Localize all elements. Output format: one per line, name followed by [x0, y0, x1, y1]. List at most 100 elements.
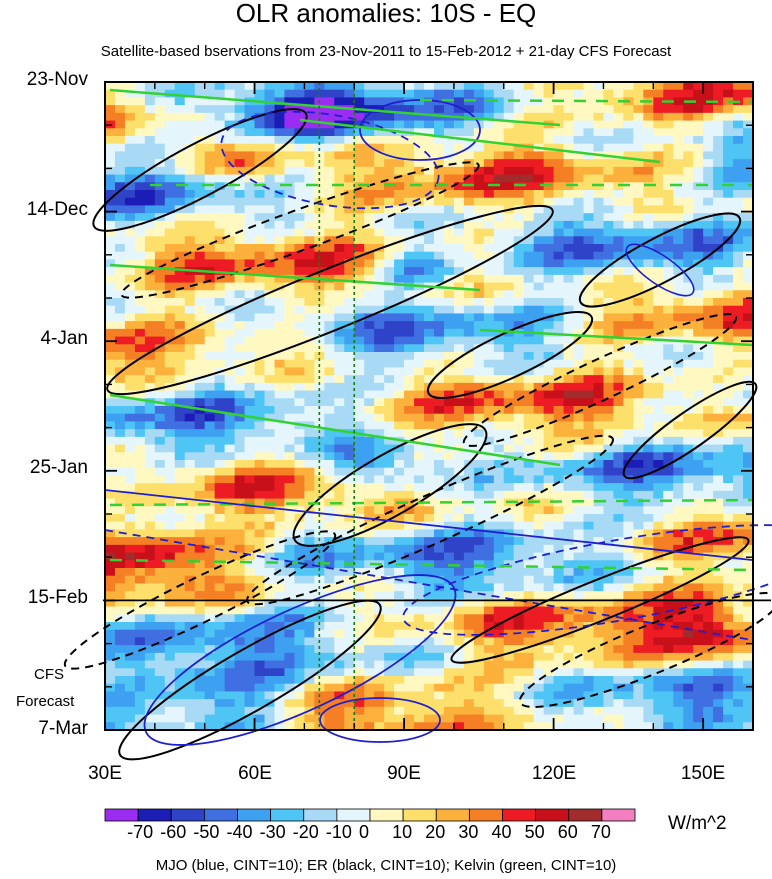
olr-cell — [364, 352, 375, 361]
olr-cell — [354, 359, 365, 369]
olr-cell — [503, 668, 515, 677]
olr-cell — [573, 529, 585, 538]
olr-cell — [563, 390, 575, 399]
olr-cell — [573, 282, 585, 291]
olr-cell — [224, 552, 236, 561]
olr-cell — [563, 660, 575, 669]
olr-cell — [364, 475, 375, 484]
olr-cell — [713, 367, 724, 376]
olr-cell — [134, 475, 146, 484]
olr-cell — [374, 490, 385, 500]
olr-cell — [324, 614, 335, 623]
olr-cell — [503, 436, 515, 446]
olr-cell — [513, 228, 525, 237]
olr-cell — [174, 336, 186, 345]
olr-cell — [623, 267, 634, 276]
olr-cell — [643, 498, 654, 507]
olr-cell — [563, 228, 575, 237]
olr-cell — [733, 637, 744, 646]
olr-cell — [124, 506, 136, 515]
olr-cell — [194, 282, 206, 291]
olr-cell — [314, 598, 325, 608]
olr-cell — [553, 190, 565, 199]
olr-cell — [443, 259, 455, 268]
olr-cell — [174, 159, 186, 168]
olr-cell — [663, 112, 674, 122]
olr-cell — [603, 622, 615, 631]
olr-cell — [404, 89, 415, 99]
olr-cell — [713, 421, 724, 430]
olr-cell — [623, 452, 634, 461]
olr-cell — [623, 498, 634, 507]
olr-cell — [264, 490, 276, 500]
olr-cell — [284, 652, 296, 662]
olr-cell — [144, 622, 156, 631]
olr-cell — [513, 506, 525, 515]
olr-cell — [244, 398, 256, 407]
olr-cell — [613, 560, 624, 569]
olr-cell — [114, 251, 126, 261]
olr-cell — [563, 591, 575, 600]
olr-cell — [114, 452, 126, 461]
olr-cell — [264, 282, 276, 291]
olr-cell — [274, 544, 286, 554]
olr-cell — [623, 568, 634, 577]
olr-cell — [623, 120, 634, 129]
olr-cell — [503, 406, 515, 415]
olr-cell — [234, 637, 246, 646]
olr-cell — [453, 591, 465, 600]
olr-cell — [543, 444, 555, 453]
olr-cell — [693, 560, 704, 569]
olr-cell — [374, 406, 385, 415]
olr-cell — [184, 143, 196, 153]
olr-cell — [124, 352, 136, 361]
olr-cell — [124, 652, 136, 662]
olr-cell — [194, 660, 206, 669]
olr-cell — [154, 190, 166, 199]
olr-cell — [124, 467, 136, 477]
olr-cell — [513, 128, 525, 137]
olr-cell — [493, 228, 505, 237]
olr-cell — [204, 490, 216, 500]
olr-cell — [414, 452, 425, 461]
olr-cell — [404, 375, 415, 384]
olr-cell — [144, 460, 156, 469]
olr-cell — [204, 244, 216, 253]
olr-cell — [523, 244, 535, 253]
olr-cell — [204, 645, 216, 654]
olr-cell — [703, 467, 714, 477]
olr-cell — [463, 544, 475, 554]
olr-cell — [314, 436, 325, 446]
olr-cell — [114, 544, 126, 554]
olr-cell — [224, 89, 236, 99]
olr-cell — [344, 444, 355, 453]
olr-cell — [105, 529, 116, 538]
olr-cell — [443, 197, 455, 207]
olr-cell — [453, 436, 465, 446]
olr-cell — [713, 514, 724, 523]
olr-cell — [244, 251, 256, 261]
olr-cell — [553, 514, 565, 523]
olr-cell — [304, 367, 315, 376]
olr-cell — [593, 136, 605, 145]
olr-cell — [583, 367, 595, 376]
olr-cell — [164, 429, 176, 438]
olr-cell — [633, 475, 644, 484]
olr-cell — [144, 298, 156, 307]
olr-cell — [703, 614, 714, 623]
olr-cell — [164, 483, 176, 492]
olr-cell — [164, 82, 176, 91]
olr-cell — [124, 97, 136, 106]
olr-cell — [693, 637, 704, 646]
olr-cell — [284, 336, 296, 345]
olr-cell — [154, 197, 166, 207]
olr-cell — [164, 591, 176, 600]
olr-cell — [404, 444, 415, 453]
olr-cell — [503, 490, 515, 500]
olr-cell — [633, 637, 644, 646]
olr-cell — [673, 575, 684, 585]
olr-cell — [553, 598, 565, 608]
olr-cell — [204, 182, 216, 191]
olr-cell — [184, 359, 196, 369]
olr-cell — [723, 328, 734, 338]
